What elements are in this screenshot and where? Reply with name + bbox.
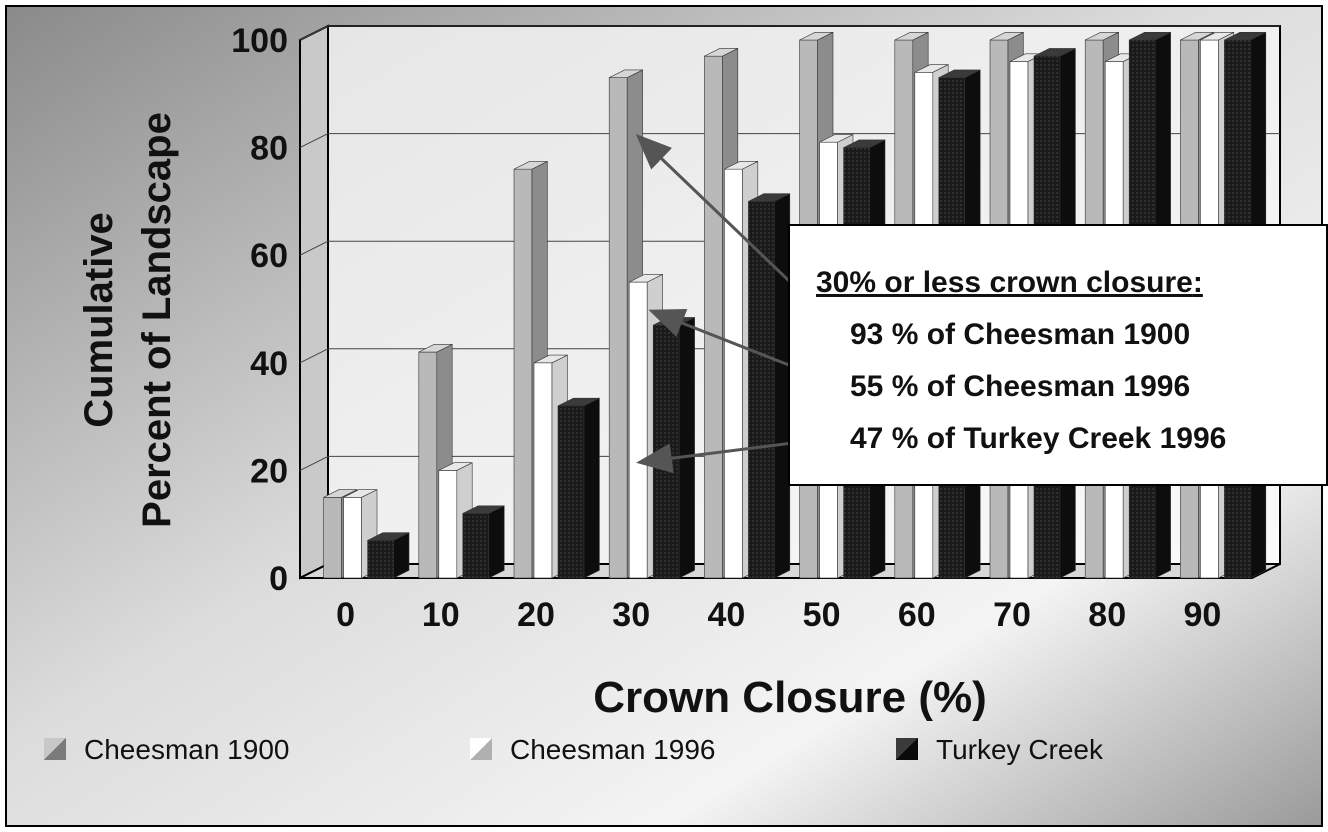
annotation-box: 30% or less crown closure: 93 % of Chees… [788,224,1328,486]
plot-side-wall [299,24,329,580]
bar [748,201,775,579]
x-tick-label: 70 [993,596,1031,634]
y-tick-label: 40 [250,345,288,383]
legend-label: Cheesman 1900 [84,734,290,765]
bar-top [894,31,929,41]
annotation-item: 55 % of Cheesman 1996 [850,370,1191,403]
bar-top [1200,31,1234,41]
bar-side [583,397,600,579]
bar-top [367,532,410,541]
bar-top [914,64,949,73]
bar-top [343,489,378,498]
bar-top [323,489,358,498]
bar-top [1224,31,1266,41]
bar-top [1085,31,1119,41]
x-tick-label: 0 [336,596,355,634]
bar [724,168,743,579]
bar-top [843,139,886,148]
bar [533,362,553,579]
y-axis-title-line: Cumulative [77,212,121,428]
annotation-heading: 30% or less crown closure: [816,266,1203,299]
annotation-item: 47 % of Turkey Creek 1996 [850,422,1227,455]
bar-top [462,505,505,514]
bar [513,168,533,579]
x-tick-label: 80 [1088,596,1126,634]
legend-item: Cheesman 1996 [470,734,715,766]
bar-top [513,161,548,170]
bar [438,470,458,579]
gridline [299,25,329,41]
bar-top [989,31,1024,41]
x-tick-label: 30 [612,596,650,634]
gridline [299,133,329,149]
bar-top [438,462,473,471]
x-tick-label: 40 [707,596,745,634]
gridline [299,455,329,471]
y-tick-label: 20 [250,452,288,490]
bar [628,281,648,579]
bar-side [488,505,505,579]
legend-item: Cheesman 1900 [44,734,289,766]
bar [367,540,394,579]
bar-side [678,316,695,579]
bar [343,496,362,579]
bar-top [1180,31,1214,41]
annotation-item: 93 % of Cheesman 1900 [850,318,1191,351]
legend-swatch-cheesman-1900 [44,737,66,760]
bar [557,405,585,579]
legend-swatch-cheesman-1996 [470,737,492,760]
legend-swatch-turkey-creek [896,737,918,760]
y-tick-label: 0 [269,560,288,598]
bar-top [724,161,758,170]
y-tick-label: 60 [250,237,288,275]
legend-label: Cheesman 1996 [510,734,716,765]
gridline [299,240,329,256]
bar [652,324,680,579]
bar-top [819,134,854,143]
bar [418,351,438,579]
bar-top [609,69,643,78]
y-axis-title-line: Percent of Landscape [135,112,179,528]
legend-item: Turkey Creek [896,734,1103,766]
x-tick-label: 60 [898,596,936,634]
x-tick-label: 20 [517,596,555,634]
bar-top [418,344,453,353]
bar-top [557,397,600,407]
bar [608,77,628,579]
bar [462,513,490,579]
y-tick-label: 80 [250,130,288,168]
gridline [299,348,329,364]
legend-label: Turkey Creek [936,734,1104,765]
x-axis-title: Crown Closure (%) [593,673,987,722]
bar-top [799,31,834,41]
bar-top [748,193,790,202]
x-tick-label: 50 [803,596,841,634]
bar-top [629,274,663,283]
y-axis-title: Cumulative Percent of Landscape [77,112,179,528]
y-tick-label: 100 [231,22,288,60]
bar-top [1033,48,1076,57]
x-tick-label: 90 [1183,596,1221,634]
bar [704,55,723,579]
bar-top [938,69,981,78]
bar [323,496,342,579]
bar-top [533,354,568,364]
x-tick-label: 10 [422,596,460,634]
bar-top [1129,31,1171,41]
bar-top [704,48,738,57]
